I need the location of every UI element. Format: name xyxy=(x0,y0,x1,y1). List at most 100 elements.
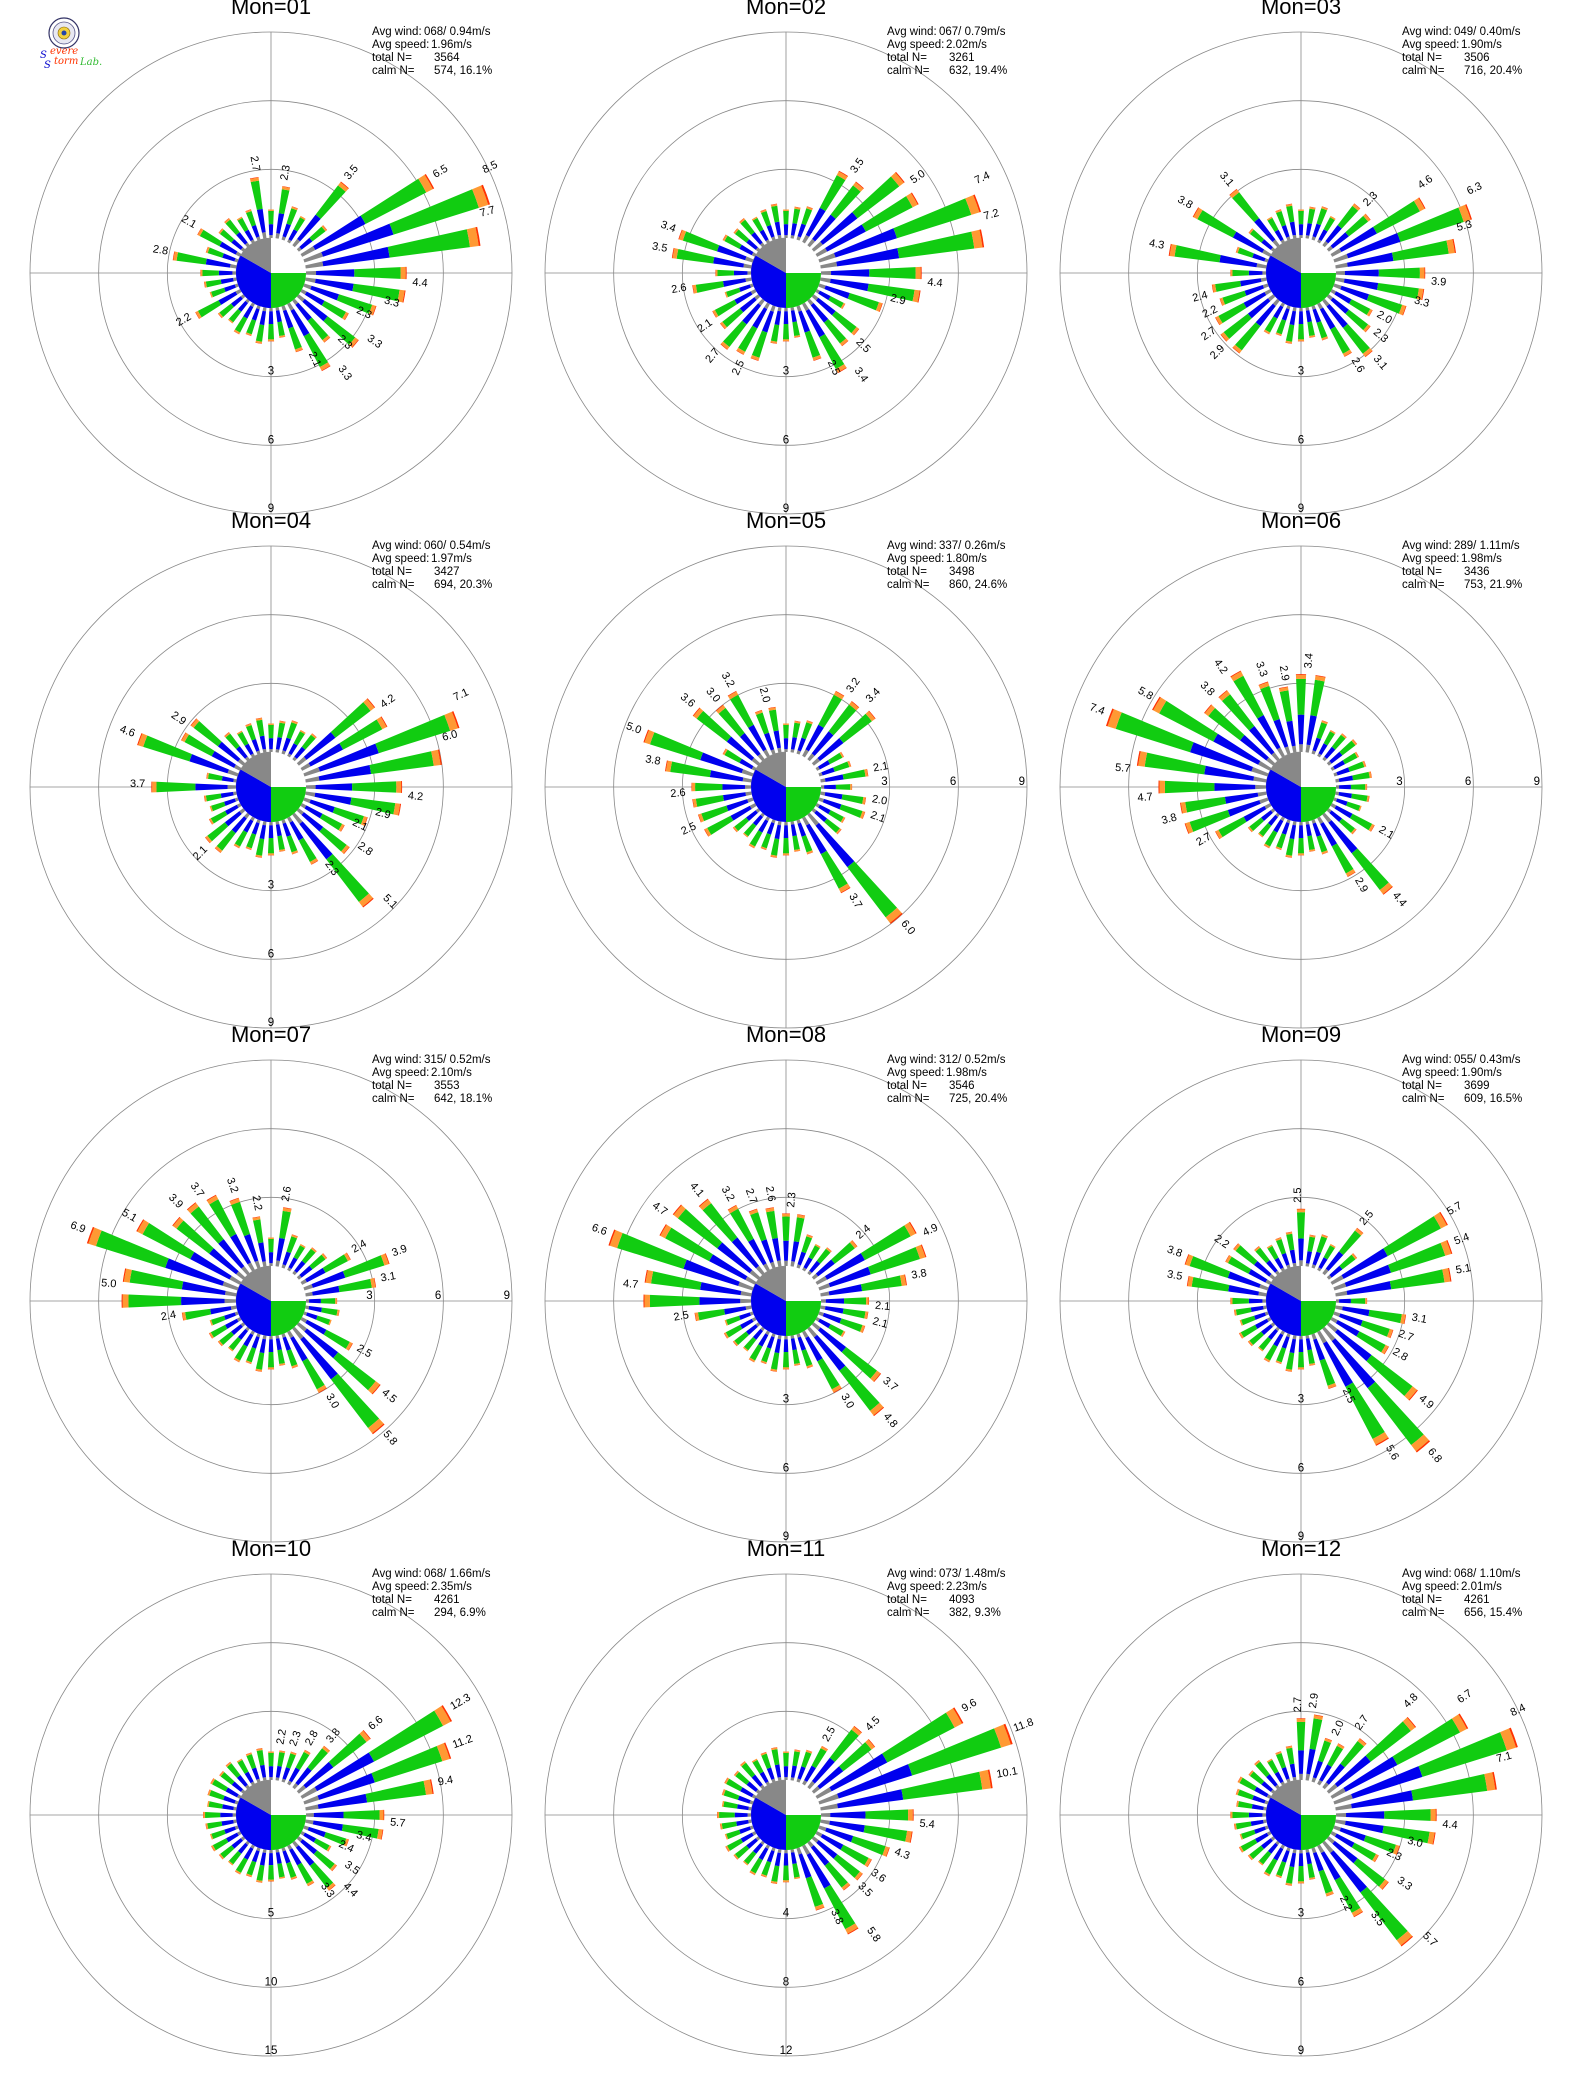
rose-bar-segment xyxy=(1312,1251,1321,1266)
rose-bar-segment xyxy=(1249,1771,1265,1785)
rose-bar-segment xyxy=(234,283,239,288)
rose-bar-segment xyxy=(303,1750,311,1756)
rose-bar-segment xyxy=(820,778,826,783)
rose-bar-segment xyxy=(774,824,782,840)
rose-bar-segment xyxy=(732,827,737,833)
rose-bar-segment xyxy=(742,303,761,325)
rose-bar-segment xyxy=(234,1825,239,1830)
rose-bar-segment xyxy=(1248,1770,1253,1776)
rose-bar-segment xyxy=(1280,302,1285,308)
rose-bar-segment xyxy=(197,300,222,318)
rose-bar-segment xyxy=(695,1312,700,1321)
rose-bar-segment xyxy=(267,1351,275,1368)
bar-value-label: 3.8 xyxy=(828,1907,845,1926)
rose-bar-segment xyxy=(1285,203,1293,206)
rose-bar-segment xyxy=(1317,753,1322,758)
bar-value-label: 4.2 xyxy=(378,692,397,711)
rose-bar-segment xyxy=(794,720,801,724)
rose-bar-segment xyxy=(760,1361,767,1365)
rose-bar-segment xyxy=(692,285,695,294)
rose-bar-segment xyxy=(1260,685,1280,722)
rose-bar-segment xyxy=(207,822,229,842)
rose-bar-segment xyxy=(742,777,752,783)
rose-bar-segment xyxy=(185,1308,212,1320)
rose-bar-segment xyxy=(1433,1212,1447,1229)
bar-value-label: 2.6 xyxy=(670,787,686,800)
rose-bar-segment xyxy=(1354,1228,1364,1236)
rose-bar-segment xyxy=(774,1852,782,1867)
rose-bar-segment xyxy=(820,1299,826,1303)
rose-bar-segment xyxy=(275,310,282,323)
calm-sector xyxy=(1301,273,1336,308)
rose-bar-segment xyxy=(866,1311,869,1320)
rose-bar-segment xyxy=(761,1753,772,1769)
rose-bar-segment xyxy=(181,732,189,743)
rose-bar-segment xyxy=(282,1850,291,1864)
rose-bar-segment xyxy=(797,822,807,837)
rose-bar-segment xyxy=(1367,1381,1424,1446)
rose-bar-segment xyxy=(245,723,252,728)
rose-bar-segment xyxy=(1439,1211,1448,1226)
rose-bar-segment xyxy=(1355,751,1360,758)
rose-bar-segment xyxy=(1263,844,1270,849)
rose-bar-segment xyxy=(351,339,359,348)
rose-bar-segment xyxy=(811,1273,819,1280)
rose-bar-segment xyxy=(1368,795,1370,803)
rose-bar-segment xyxy=(700,752,744,774)
bar-value-label: 3.3 xyxy=(1253,660,1270,678)
rose-bar-segment xyxy=(268,1252,274,1264)
rose-bar-segment xyxy=(847,1927,859,1935)
rose-bar-segment xyxy=(1383,1346,1389,1355)
rose-bar-segment xyxy=(1285,342,1292,344)
rose-bar-segment xyxy=(330,1863,337,1871)
stat-value: 3261 xyxy=(949,52,975,64)
rose-bar-segment xyxy=(1365,1298,1367,1304)
rose-bar-segment xyxy=(771,1747,778,1751)
rose-bar-segment xyxy=(1264,1858,1278,1875)
rose-bar-segment xyxy=(1333,760,1346,770)
rose-bar-segment xyxy=(1185,796,1227,813)
bar-value-label: 2.9 xyxy=(1307,1692,1321,1709)
rose-bar-segment xyxy=(281,1778,286,1783)
rose-bar-segment xyxy=(782,1367,790,1370)
rose-bar-segment xyxy=(250,1844,255,1849)
rose-bar-segment xyxy=(851,1240,858,1247)
rose-bar-segment xyxy=(1310,679,1325,717)
stat-label: Avg wind: xyxy=(1402,1568,1452,1580)
rose-bar-segment xyxy=(1235,1307,1252,1316)
rose-bar-segment xyxy=(784,1335,788,1340)
bar-value-label: 4.5 xyxy=(379,1387,398,1406)
rose-bar-segment xyxy=(1253,1260,1272,1277)
rose-bar-segment xyxy=(1329,751,1343,764)
rose-bar-segment xyxy=(1329,1265,1343,1278)
bar-value-label: 3.0 xyxy=(1406,1835,1424,1851)
bar-value-label: 5.7 xyxy=(1445,1200,1464,1218)
rose-bar-segment xyxy=(794,1749,801,1751)
rose-bar-segment xyxy=(1352,771,1370,781)
rose-bar-segment xyxy=(299,1243,306,1249)
rose-bar-segment xyxy=(1285,1231,1293,1234)
rose-bar-segment xyxy=(817,1766,844,1790)
rose-bar-segment xyxy=(275,307,280,311)
rose-bar-segment xyxy=(1213,733,1261,765)
rose-bar-segment xyxy=(275,821,280,825)
stat-label: total N= xyxy=(887,52,927,64)
rose-bar-segment xyxy=(1356,1331,1386,1353)
rose-bar-segment xyxy=(739,218,745,223)
rose-bar-segment xyxy=(226,1832,239,1843)
rose-bar-segment xyxy=(209,1790,225,1800)
rose-bar-segment xyxy=(1305,1849,1310,1853)
stat-label: Avg speed: xyxy=(372,1581,429,1593)
rose-bar-segment xyxy=(1255,1247,1270,1264)
rose-bar-segment xyxy=(1115,712,1194,753)
rose-bar-segment xyxy=(730,805,752,821)
bar-value-label: 2.5 xyxy=(730,358,747,377)
ring-label: 3 xyxy=(366,1290,372,1302)
rose-bar-segment xyxy=(234,830,248,847)
rose-bar-segment xyxy=(246,210,256,227)
rose-bar-segment xyxy=(713,256,745,268)
rose-bar-segment xyxy=(760,209,767,214)
rose-bar-segment xyxy=(770,1882,778,1884)
rose-bar-segment xyxy=(1220,297,1225,306)
rose-bar-segment xyxy=(1326,303,1348,328)
